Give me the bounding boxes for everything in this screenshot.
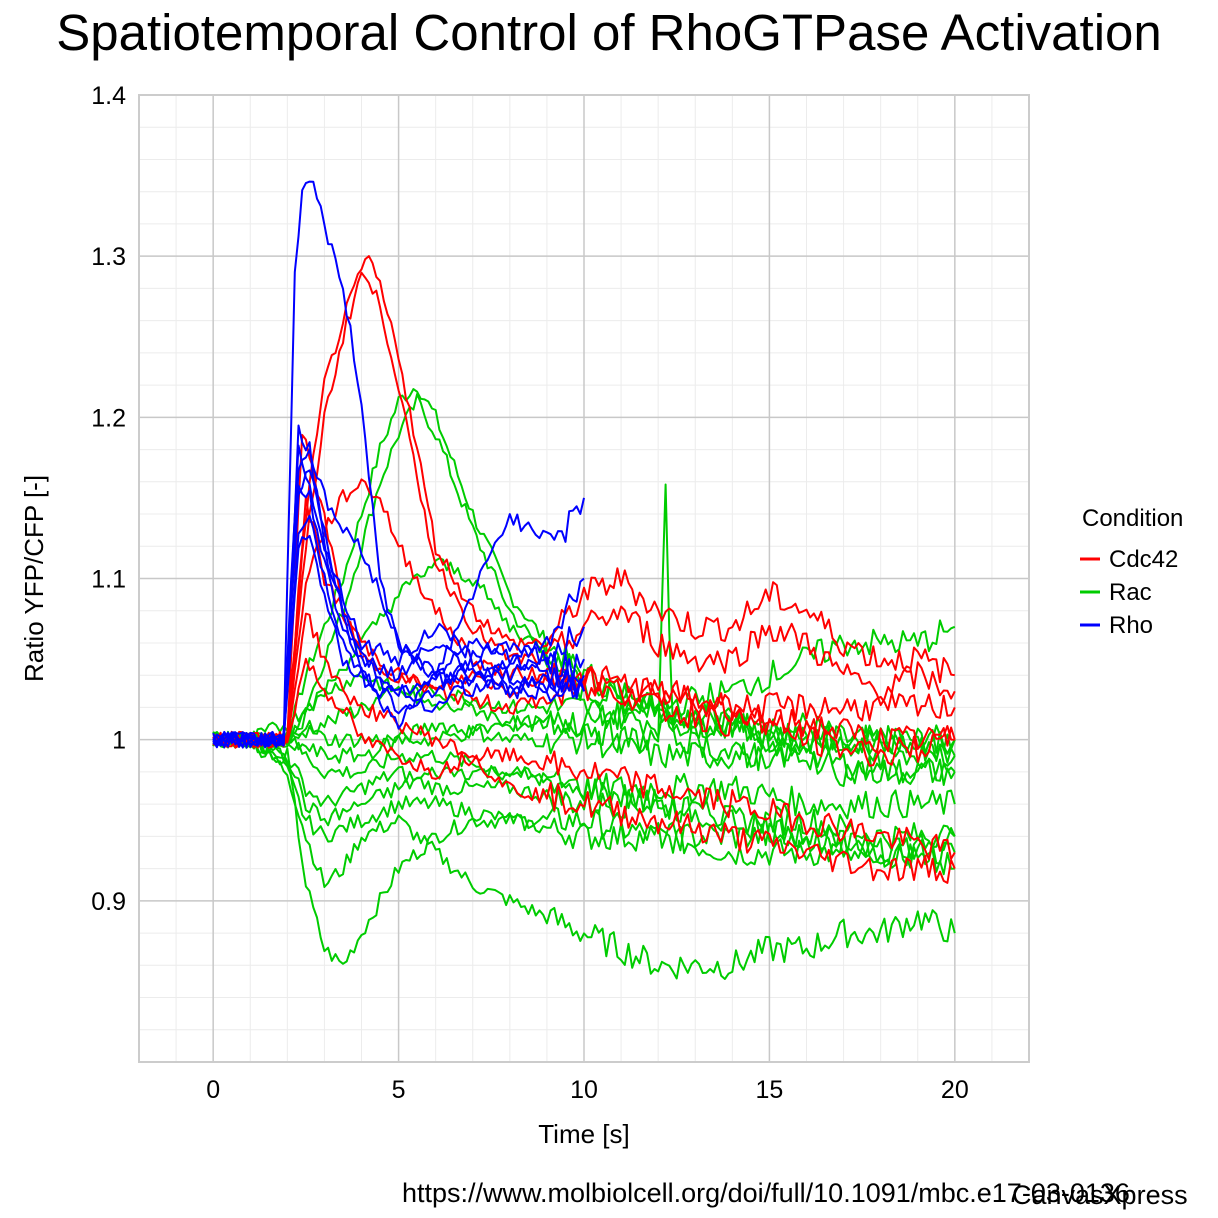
series-layer — [212, 180, 956, 980]
y-tick-label: 1.4 — [91, 82, 126, 110]
y-tick-label: 0.9 — [91, 888, 126, 916]
series-line-rac — [212, 733, 956, 980]
legend: Condition Cdc42 Rac Rho — [1080, 505, 1183, 639]
series-line-rac — [212, 619, 956, 764]
series-line-cdc42 — [212, 657, 956, 884]
x-tick-label: 10 — [570, 1076, 598, 1104]
x-tick-label: 20 — [941, 1076, 969, 1104]
y-tick-label: 1.3 — [91, 243, 126, 271]
legend-label-rho: Rho — [1109, 612, 1153, 639]
series-line-rac — [212, 731, 956, 866]
source-url: https://www.molbiolcell.org/doi/full/10.… — [402, 1178, 1130, 1208]
chart-title: Spatiotemporal Control of RhoGTPase Acti… — [56, 4, 1162, 61]
legend-title: Condition — [1082, 505, 1183, 532]
y-tick-label: 1.1 — [91, 566, 126, 594]
x-axis-title: Time [s] — [538, 1119, 629, 1149]
axis-tick-labels: 0 5 10 15 20 0.9 1 1.1 1.2 1.3 1.4 — [91, 82, 969, 1104]
legend-label-rac: Rac — [1109, 579, 1152, 606]
y-tick-label: 1 — [112, 727, 126, 755]
series-line-cdc42 — [212, 255, 955, 748]
x-tick-label: 5 — [392, 1076, 406, 1104]
y-tick-label: 1.2 — [91, 404, 126, 432]
legend-label-cdc42: Cdc42 — [1109, 546, 1178, 573]
series-line-cdc42 — [212, 612, 956, 861]
x-tick-label: 15 — [756, 1076, 784, 1104]
x-tick-label: 0 — [206, 1076, 220, 1104]
series-line-rho — [212, 534, 585, 748]
canvasxpress-watermark: CanvasXpress — [1012, 1180, 1188, 1210]
series-line-cdc42 — [212, 271, 956, 749]
series-line-rac — [212, 732, 955, 876]
series-line-rho — [212, 424, 585, 747]
series-line-cdc42 — [212, 495, 956, 767]
series-line-rho — [212, 469, 585, 749]
series-line-rho — [212, 444, 585, 749]
y-axis-title: Ratio YFP/CFP [-] — [19, 475, 49, 682]
plot-frame — [138, 94, 1030, 1063]
